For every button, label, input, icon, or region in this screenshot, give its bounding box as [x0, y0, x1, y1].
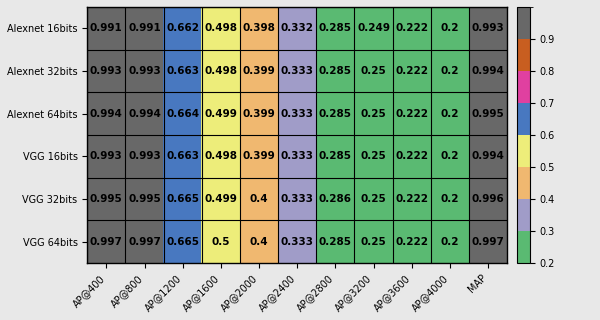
Text: 0.2: 0.2	[440, 109, 459, 119]
Text: 0.222: 0.222	[395, 194, 428, 204]
Text: 0.222: 0.222	[395, 66, 428, 76]
Text: 0.249: 0.249	[357, 23, 390, 33]
Text: 0.995: 0.995	[472, 109, 505, 119]
Text: 0.996: 0.996	[472, 194, 505, 204]
Text: 0.662: 0.662	[166, 23, 199, 33]
Text: 0.993: 0.993	[472, 23, 505, 33]
Text: 0.285: 0.285	[319, 23, 352, 33]
Text: 0.333: 0.333	[281, 151, 314, 161]
Text: 0.399: 0.399	[242, 151, 275, 161]
Text: 0.2: 0.2	[440, 66, 459, 76]
Text: 0.25: 0.25	[361, 237, 386, 247]
Text: 0.995: 0.995	[128, 194, 161, 204]
Text: 0.663: 0.663	[166, 66, 199, 76]
Text: 0.333: 0.333	[281, 109, 314, 119]
Text: 0.993: 0.993	[128, 66, 161, 76]
Text: 0.222: 0.222	[395, 23, 428, 33]
Text: 0.4: 0.4	[250, 194, 268, 204]
Text: 0.994: 0.994	[128, 109, 161, 119]
Text: 0.25: 0.25	[361, 109, 386, 119]
Text: 0.2: 0.2	[440, 194, 459, 204]
Text: 0.499: 0.499	[205, 194, 237, 204]
Text: 0.499: 0.499	[205, 109, 237, 119]
Text: 0.286: 0.286	[319, 194, 352, 204]
Text: 0.665: 0.665	[166, 194, 199, 204]
Text: 0.997: 0.997	[90, 237, 123, 247]
Text: 0.498: 0.498	[205, 66, 238, 76]
Text: 0.222: 0.222	[395, 151, 428, 161]
Text: 0.222: 0.222	[395, 237, 428, 247]
Text: 0.285: 0.285	[319, 151, 352, 161]
Text: 0.993: 0.993	[90, 151, 123, 161]
Text: 0.498: 0.498	[205, 23, 238, 33]
Text: 0.222: 0.222	[395, 109, 428, 119]
Text: 0.25: 0.25	[361, 151, 386, 161]
Text: 0.5: 0.5	[212, 237, 230, 247]
Text: 0.285: 0.285	[319, 109, 352, 119]
Text: 0.285: 0.285	[319, 237, 352, 247]
Text: 0.994: 0.994	[90, 109, 123, 119]
Text: 0.4: 0.4	[250, 237, 268, 247]
Text: 0.663: 0.663	[166, 151, 199, 161]
Text: 0.664: 0.664	[166, 109, 199, 119]
Text: 0.333: 0.333	[281, 66, 314, 76]
Text: 0.399: 0.399	[242, 109, 275, 119]
Text: 0.2: 0.2	[440, 237, 459, 247]
Text: 0.997: 0.997	[472, 237, 505, 247]
Text: 0.2: 0.2	[440, 151, 459, 161]
Text: 0.994: 0.994	[472, 151, 505, 161]
Text: 0.2: 0.2	[440, 23, 459, 33]
Text: 0.991: 0.991	[128, 23, 161, 33]
Text: 0.25: 0.25	[361, 194, 386, 204]
Text: 0.993: 0.993	[90, 66, 123, 76]
Text: 0.333: 0.333	[281, 194, 314, 204]
Text: 0.665: 0.665	[166, 237, 199, 247]
Text: 0.25: 0.25	[361, 66, 386, 76]
Text: 0.285: 0.285	[319, 66, 352, 76]
Text: 0.398: 0.398	[242, 23, 275, 33]
Text: 0.991: 0.991	[90, 23, 123, 33]
Text: 0.399: 0.399	[242, 66, 275, 76]
Text: 0.997: 0.997	[128, 237, 161, 247]
Text: 0.333: 0.333	[281, 237, 314, 247]
Text: 0.993: 0.993	[128, 151, 161, 161]
Text: 0.995: 0.995	[90, 194, 123, 204]
Text: 0.332: 0.332	[281, 23, 314, 33]
Text: 0.994: 0.994	[472, 66, 505, 76]
Text: 0.498: 0.498	[205, 151, 238, 161]
